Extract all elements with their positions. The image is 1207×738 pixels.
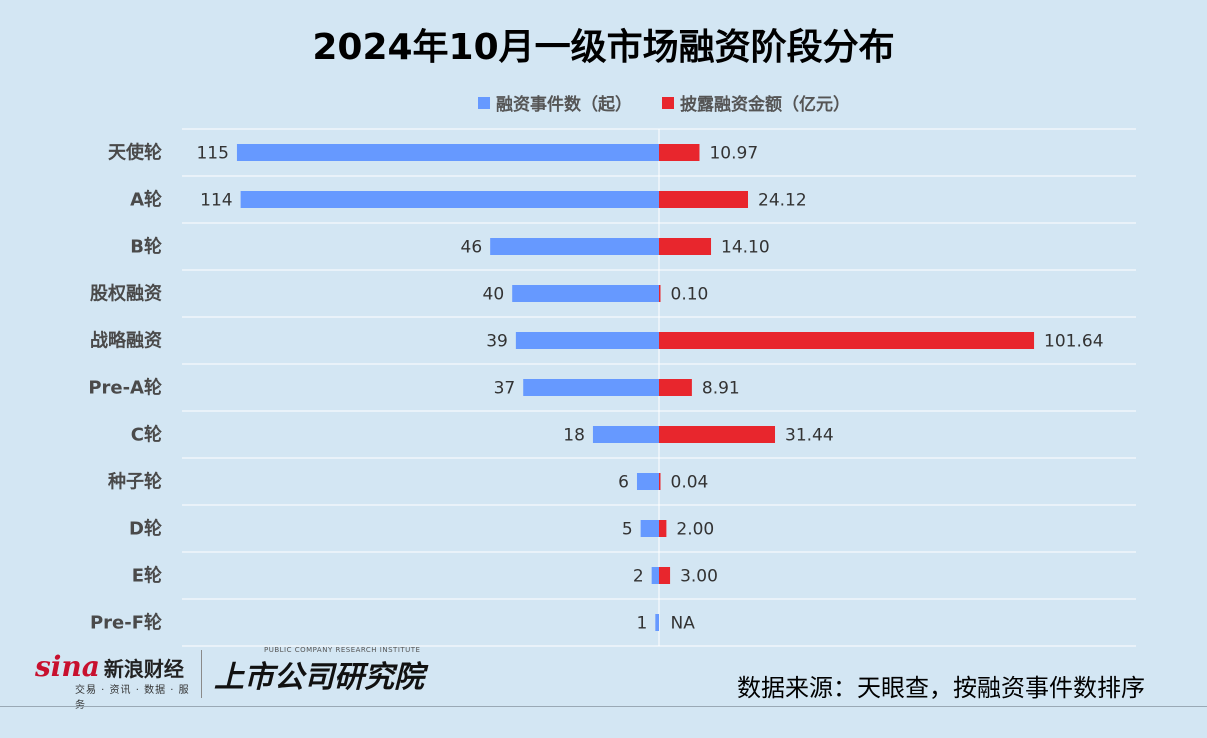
- value-label-amount: 2.00: [676, 520, 714, 540]
- bar-count: [240, 191, 659, 208]
- legend-swatch-amount: [662, 96, 674, 109]
- bar-count: [640, 520, 659, 537]
- category-label: A轮: [130, 189, 162, 211]
- bottom-divider: [0, 706, 1207, 707]
- value-label-count: 39: [486, 332, 508, 352]
- bar-amount: [659, 426, 776, 443]
- value-label-amount: 14.10: [721, 238, 770, 258]
- value-label-amount: 3.00: [680, 567, 718, 587]
- category-label: 股权融资: [89, 283, 162, 305]
- bar-amount: [659, 238, 712, 255]
- bar-amount: [659, 473, 661, 490]
- category-label: 战略融资: [90, 330, 162, 352]
- logo-divider: [201, 650, 202, 698]
- bar-amount: [659, 285, 661, 302]
- bar-amount: [659, 567, 671, 584]
- chart-title: 2024年10月一级市场融资阶段分布: [312, 27, 895, 68]
- value-label-count: 1: [637, 614, 648, 634]
- legend-label-amount: 披露融资金额（亿元）: [680, 95, 850, 115]
- category-label: Pre-F轮: [90, 612, 162, 634]
- value-label-count: 114: [200, 191, 232, 211]
- bar-amount: [659, 144, 700, 161]
- sina-logo-sub: 交易 · 资讯 · 数据 · 服务: [75, 685, 190, 711]
- category-label: D轮: [129, 518, 162, 540]
- category-label: 天使轮: [108, 142, 162, 164]
- value-label-amount: 10.97: [709, 144, 758, 164]
- value-label-amount: 101.64: [1044, 332, 1103, 352]
- category-label: B轮: [130, 236, 162, 258]
- bar-count: [523, 379, 659, 396]
- value-label-count: 115: [196, 144, 228, 164]
- value-label-amount: 0.04: [671, 473, 709, 493]
- category-label: Pre-A轮: [88, 377, 162, 399]
- value-label-count: 46: [461, 238, 483, 258]
- value-label-amount: 24.12: [758, 191, 807, 211]
- value-label-count: 2: [633, 567, 644, 587]
- legend-swatch-count: [478, 96, 490, 109]
- bar-count: [651, 567, 659, 584]
- value-label-amount: 31.44: [785, 426, 834, 446]
- value-label-amount: 8.91: [702, 379, 740, 399]
- bar-count: [490, 238, 659, 255]
- bar-amount: [659, 520, 667, 537]
- bar-amount: [659, 191, 749, 208]
- bar-count: [655, 614, 659, 631]
- value-label-amount: 0.10: [671, 285, 709, 305]
- value-label-count: 37: [494, 379, 516, 399]
- bar-count: [512, 285, 659, 302]
- bar-count: [592, 426, 659, 443]
- category-label: C轮: [131, 424, 162, 446]
- bar-amount: [659, 379, 692, 396]
- bar-amount: [659, 332, 1035, 349]
- institute-name: 上市公司研究院: [214, 660, 424, 695]
- sina-logo-word: sina: [35, 650, 100, 683]
- legend-label-count: 融资事件数（起）: [496, 95, 632, 115]
- category-label: E轮: [132, 565, 162, 587]
- chart-legend: 融资事件数（起） 披露融资金额（亿元）: [478, 90, 850, 115]
- sina-logo-cn: 新浪财经: [103, 657, 184, 681]
- value-label-amount: NA: [671, 614, 696, 634]
- legend-item-count: 融资事件数（起）: [478, 90, 632, 115]
- data-source-note: 数据来源：天眼查，按融资事件数排序: [737, 674, 1145, 702]
- value-label-count: 6: [618, 473, 629, 493]
- legend-item-amount: 披露融资金额（亿元）: [662, 90, 850, 115]
- value-label-count: 40: [483, 285, 505, 305]
- bar-count: [636, 473, 659, 490]
- bar-count: [236, 144, 659, 161]
- value-label-count: 5: [622, 520, 633, 540]
- institute-sub: PUBLIC COMPANY RESEARCH INSTITUTE: [264, 646, 421, 654]
- institute-logo: PUBLIC COMPANY RESEARCH INSTITUTE 上市公司研究…: [214, 646, 424, 696]
- bar-count: [515, 332, 659, 349]
- value-label-count: 18: [563, 426, 585, 446]
- category-label: 种子轮: [107, 471, 162, 493]
